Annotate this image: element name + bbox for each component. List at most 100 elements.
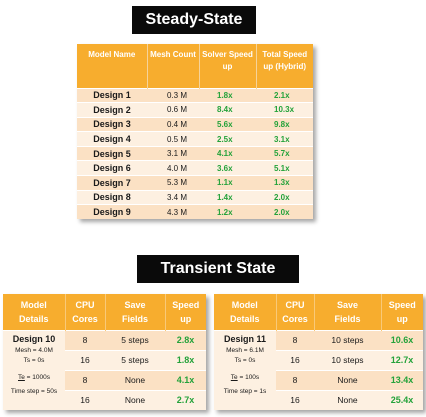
header-save-fields: Save Fields bbox=[105, 294, 166, 330]
header-model-details: Model Details bbox=[214, 294, 277, 330]
table-row: Design 8 3.4 M 1.4x 2.0x bbox=[77, 189, 313, 205]
solver-speedup: 1.8x bbox=[199, 87, 256, 103]
cpu-cores: 16 bbox=[65, 349, 105, 370]
te-detail: Te = 100s bbox=[230, 373, 260, 381]
solver-speedup: 1.1x bbox=[199, 175, 256, 191]
transient-table-design-10: Model Details CPU Cores Save Fields Speed up… bbox=[3, 294, 206, 410]
save-fields: 10 steps bbox=[314, 329, 381, 350]
header-speed-up: Speed up bbox=[381, 294, 423, 330]
model-name: Design 5 bbox=[77, 145, 147, 161]
table-row: 8 None 13.4x bbox=[214, 369, 423, 390]
mesh-detail: Mesh = 4.0M bbox=[15, 346, 53, 354]
speed-up: 10.6x bbox=[381, 329, 423, 350]
table-header-row: Model Name Mesh Count Solver Speed up To… bbox=[77, 44, 313, 88]
total-speedup: 10.3x bbox=[256, 102, 313, 118]
table-row: 16 None 25.4x bbox=[214, 389, 423, 410]
speed-up: 1.8x bbox=[165, 349, 206, 370]
model-name: Design 9 bbox=[77, 204, 147, 220]
total-speedup: 2.1x bbox=[256, 87, 313, 103]
model-name: Design 11 bbox=[223, 333, 267, 344]
timestep-detail: Time step = 50s bbox=[10, 387, 58, 395]
solver-speedup: 4.1x bbox=[199, 145, 256, 161]
model-name: Design 8 bbox=[77, 189, 147, 205]
model-name: Design 4 bbox=[77, 131, 147, 147]
table-row: 8 None 4.1x bbox=[3, 369, 206, 390]
header-save-fields: Save Fields bbox=[314, 294, 382, 330]
save-fields: None bbox=[314, 369, 381, 390]
table-row: 16 None 2.7x bbox=[3, 389, 206, 410]
table-row: Design 5 3.1 M 4.1x 5.7x bbox=[77, 145, 313, 161]
table-row: Design 2 0.6 M 8.4x 10.3x bbox=[77, 102, 313, 118]
speed-up: 2.8x bbox=[165, 329, 206, 350]
cpu-cores: 8 bbox=[276, 329, 314, 350]
solver-speedup: 8.4x bbox=[199, 102, 256, 118]
model-name: Design 2 bbox=[77, 102, 147, 118]
header-model-name: Model Name bbox=[77, 44, 148, 88]
total-speedup: 3.1x bbox=[256, 131, 313, 147]
header-solver-speedup: Solver Speed up bbox=[199, 44, 257, 88]
model-details: Design 11 Mesh = 6.1M Ts = 0s Te = 100s … bbox=[214, 329, 276, 410]
table-row: Design 4 0.5 M 2.5x 3.1x bbox=[77, 131, 313, 147]
total-speedup: 2.0x bbox=[256, 189, 313, 205]
table-row: Design 11 Mesh = 6.1M Ts = 0s Te = 100s … bbox=[214, 329, 423, 410]
steady-state-table: Model Name Mesh Count Solver Speed up To… bbox=[77, 44, 313, 220]
table-row: Design 9 4.3 M 1.2x 2.0x bbox=[77, 204, 313, 220]
header-cpu-cores: CPU Cores bbox=[65, 294, 106, 330]
cpu-cores: 16 bbox=[276, 389, 314, 410]
mesh-count: 4.3 M bbox=[147, 204, 199, 220]
transient-table-design-11: Model Details CPU Cores Save Fields Speed up… bbox=[214, 294, 423, 410]
save-fields: None bbox=[105, 389, 165, 410]
mesh-count: 3.4 M bbox=[147, 189, 199, 205]
ts-detail: Ts = 0s bbox=[234, 356, 256, 364]
mesh-count: 0.4 M bbox=[147, 116, 199, 132]
header-cpu-cores: CPU Cores bbox=[276, 294, 315, 330]
total-speedup: 5.7x bbox=[256, 145, 313, 161]
cpu-cores: 8 bbox=[276, 369, 314, 390]
mesh-count: 4.0 M bbox=[147, 160, 199, 176]
header-speed-up: Speed up bbox=[165, 294, 206, 330]
steady-state-title: Steady-State bbox=[132, 6, 256, 34]
total-speedup: 1.3x bbox=[256, 175, 313, 191]
total-speedup: 9.8x bbox=[256, 116, 313, 132]
cpu-cores: 8 bbox=[65, 329, 105, 350]
save-fields: 5 steps bbox=[105, 329, 165, 350]
total-speedup: 2.0x bbox=[256, 204, 313, 220]
solver-speedup: 1.4x bbox=[199, 189, 256, 205]
transient-state-title: Transient State bbox=[137, 255, 299, 283]
table-row: Design 10 Mesh = 4.0M Ts = 0s Te = 1000s… bbox=[3, 329, 206, 410]
speed-up: 13.4x bbox=[381, 369, 423, 390]
total-speedup: 5.1x bbox=[256, 160, 313, 176]
save-fields: None bbox=[314, 389, 381, 410]
speed-up: 2.7x bbox=[165, 389, 206, 410]
speed-up: 4.1x bbox=[165, 369, 206, 390]
table-row: 16 10 steps 12.7x bbox=[214, 349, 423, 370]
mesh-count: 5.3 M bbox=[147, 175, 199, 191]
save-fields: 10 steps bbox=[314, 349, 381, 370]
te-detail: Te = 1000s bbox=[18, 373, 50, 381]
model-details: Design 10 Mesh = 4.0M Ts = 0s Te = 1000s… bbox=[3, 329, 65, 410]
mesh-count: 0.6 M bbox=[147, 102, 199, 118]
ts-detail: Ts = 0s bbox=[23, 356, 45, 364]
header-mesh-count: Mesh Count bbox=[147, 44, 200, 88]
header-total-speedup: Total Speed up (Hybrid) bbox=[256, 44, 313, 88]
cpu-cores: 16 bbox=[276, 349, 314, 370]
model-name: Design 7 bbox=[77, 175, 147, 191]
timestep-detail: Time step = 1s bbox=[223, 387, 267, 395]
save-fields: None bbox=[105, 369, 165, 390]
table-header-row: Model Details CPU Cores Save Fields Speed up bbox=[214, 294, 423, 330]
table-row: Design 1 0.3 M 1.8x 2.1x bbox=[77, 87, 313, 103]
table-header-row: Model Details CPU Cores Save Fields Speed up bbox=[3, 294, 206, 330]
cpu-cores: 16 bbox=[65, 389, 105, 410]
model-name: Design 10 bbox=[12, 333, 56, 344]
model-name: Design 1 bbox=[77, 87, 147, 103]
table-row: 16 5 steps 1.8x bbox=[3, 349, 206, 370]
speed-up: 12.7x bbox=[381, 349, 423, 370]
mesh-count: 0.5 M bbox=[147, 131, 199, 147]
solver-speedup: 1.2x bbox=[199, 204, 256, 220]
save-fields: 5 steps bbox=[105, 349, 165, 370]
solver-speedup: 3.6x bbox=[199, 160, 256, 176]
solver-speedup: 5.6x bbox=[199, 116, 256, 132]
solver-speedup: 2.5x bbox=[199, 131, 256, 147]
speed-up: 25.4x bbox=[381, 389, 423, 410]
mesh-count: 3.1 M bbox=[147, 145, 199, 161]
